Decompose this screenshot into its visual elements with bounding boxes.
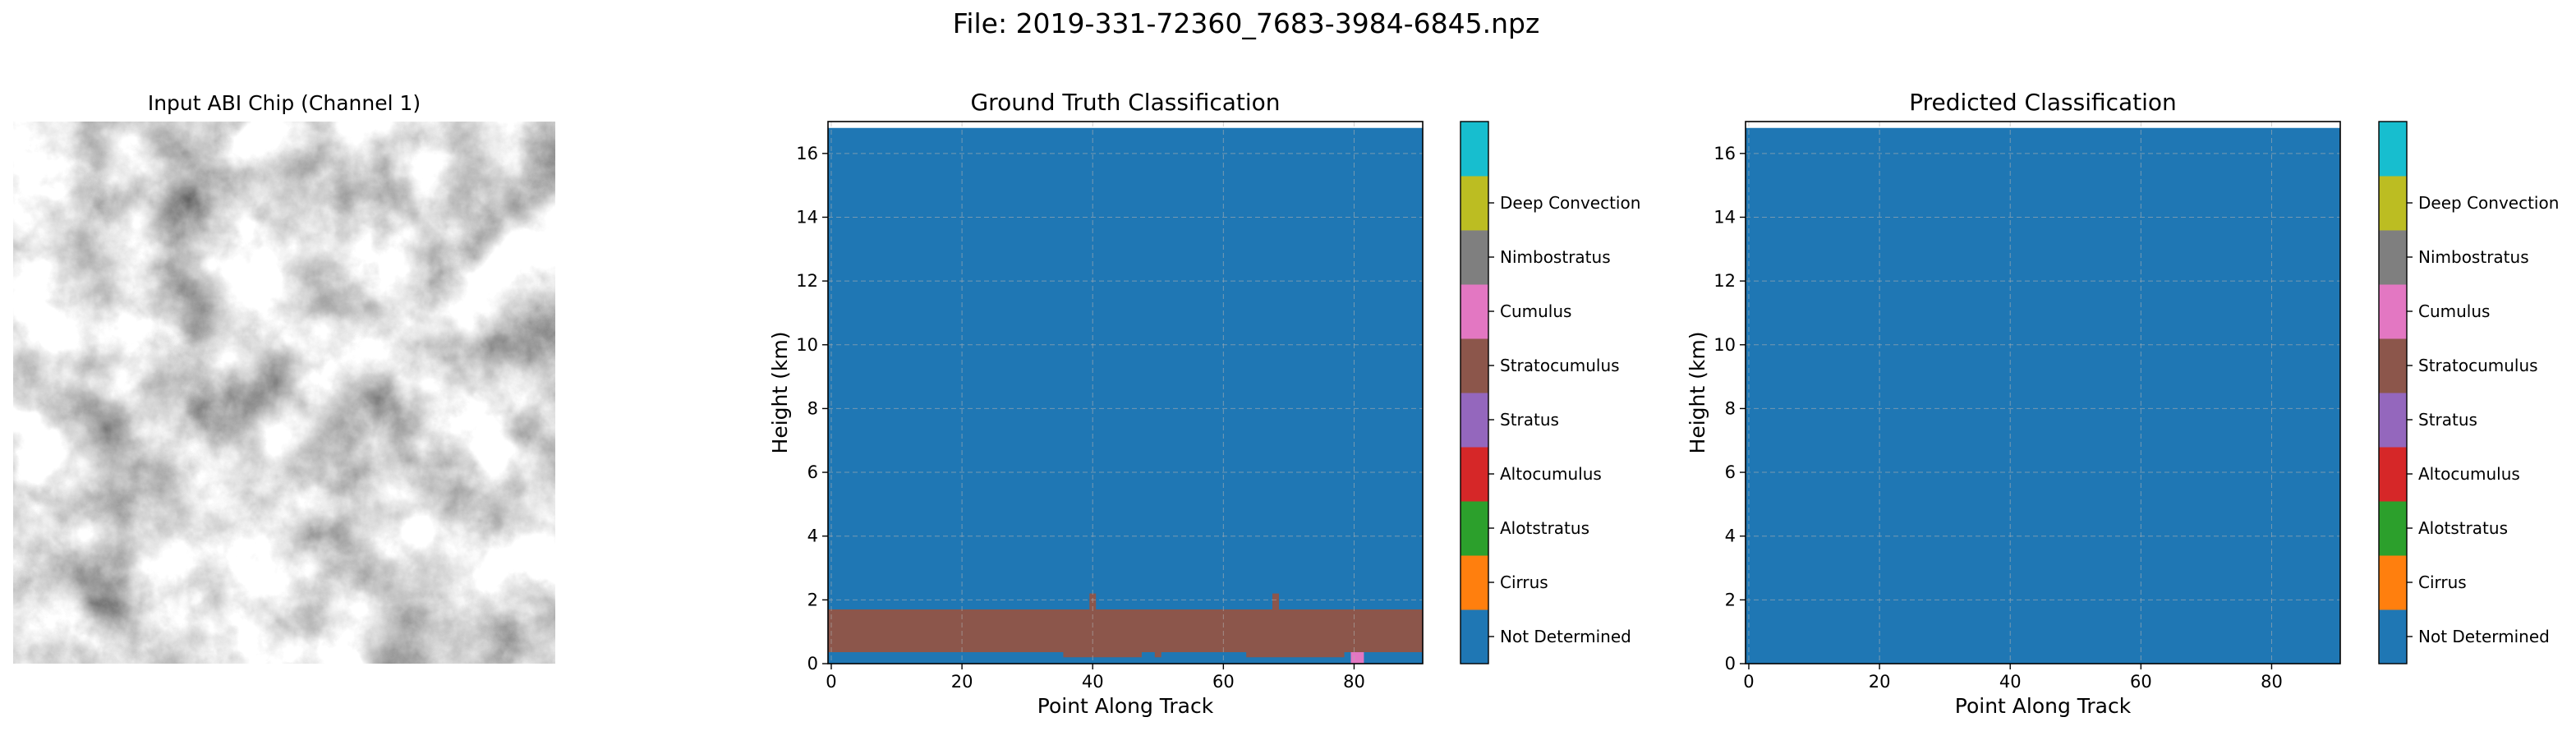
class-region [1246, 652, 1345, 658]
colorbar-swatch [1460, 176, 1488, 231]
predicted-chart: Predicted Classification 0 20 40 60 80 0 2 4 6 8 10… [1686, 89, 2559, 718]
colorbar-label: Alotstratus [1500, 518, 1589, 538]
y-tick-label: 4 [807, 526, 818, 546]
x-tick-label: 0 [1743, 672, 1754, 692]
y-tick-label: 2 [1725, 590, 1736, 609]
x-tick-label: 20 [1869, 672, 1891, 692]
colorbar-label: Not Determined [1500, 627, 1631, 646]
class-region [1154, 652, 1162, 658]
colorbar-label: Stratocumulus [1500, 356, 1620, 375]
colorbar-label: Altocumulus [2418, 464, 2520, 484]
y-tick-label: 16 [1714, 144, 1736, 163]
y-tick-label: 12 [1714, 271, 1736, 291]
y-tick-label: 14 [1714, 207, 1736, 227]
colorbar-swatch [1460, 284, 1488, 339]
class-region [1063, 652, 1142, 658]
colorbar-label: Nimbostratus [1500, 247, 1611, 267]
figure-title: File: 2019-331-72360_7683-3984-6845.npz [953, 7, 1540, 39]
data-background [828, 127, 1423, 664]
abi-chip-image [13, 122, 555, 664]
axes-frame [1745, 121, 2341, 664]
colorbar-label: Deep Convection [2418, 193, 2559, 213]
colorbar-swatch [1460, 338, 1488, 393]
colorbar-swatch [1460, 609, 1488, 664]
y-tick-label: 2 [807, 590, 818, 609]
colorbar-label: Cumulus [1500, 301, 1571, 321]
y-tick-label: 6 [1725, 462, 1736, 482]
y-tick-label: 16 [796, 144, 818, 163]
y-tick-label: 8 [1725, 398, 1736, 418]
axes-frame [827, 121, 1424, 664]
colorbar-swatch [2379, 176, 2407, 231]
image-panel-title: Input ABI Chip (Channel 1) [148, 91, 421, 115]
colorbar-swatch [1460, 501, 1488, 556]
colorbar-label: Cirrus [2418, 572, 2467, 592]
colorbar-frame [1460, 121, 1489, 664]
colorbar-swatch [2379, 501, 2407, 556]
class-region [1272, 593, 1279, 609]
colorbar-label: Alotstratus [2418, 518, 2508, 538]
x-tick-label: 80 [2261, 672, 2283, 692]
colorbar-label: Cirrus [1500, 572, 1548, 592]
colorbar-label: Stratus [1500, 410, 1559, 430]
colorbar-label: Stratus [2418, 410, 2477, 430]
x-axis-label: Point Along Track [1955, 694, 2132, 718]
colorbar-frame [2378, 121, 2408, 664]
y-tick-label: 4 [1725, 526, 1736, 546]
colorbar-swatch [2379, 609, 2407, 664]
colorbar-swatch [1460, 393, 1488, 448]
chart-title: Ground Truth Classification [970, 89, 1280, 116]
colorbar-swatch [1460, 447, 1488, 502]
ground-truth-chart: Ground Truth Classification 0 20 40 60 80 0 2 4 6… [768, 89, 1640, 718]
colorbar-label: Not Determined [2418, 627, 2550, 646]
colorbar-label: Cumulus [2418, 301, 2490, 321]
colorbar-swatch [2379, 284, 2407, 339]
colorbar-swatch [2379, 393, 2407, 448]
colorbar-swatch [2379, 122, 2407, 177]
colorbar-label: Nimbostratus [2418, 247, 2529, 267]
colorbar-swatch [1460, 555, 1488, 610]
y-axis-label: Height (km) [1686, 332, 1709, 454]
colorbar-swatch [1460, 122, 1488, 177]
x-axis-label: Point Along Track [1037, 694, 1214, 718]
colorbar-swatch [2379, 230, 2407, 285]
colorbar-swatch [1460, 230, 1488, 285]
y-tick-label: 10 [1714, 335, 1736, 355]
colorbar-label: Deep Convection [1500, 193, 1640, 213]
x-tick-label: 60 [1212, 672, 1235, 692]
class-region [828, 609, 1423, 653]
x-tick-label: 40 [1082, 672, 1104, 692]
colorbar-label: Stratocumulus [2418, 356, 2538, 375]
y-tick-label: 10 [796, 335, 818, 355]
data-background [1746, 127, 2340, 664]
y-tick-label: 12 [796, 271, 818, 291]
colorbar-swatch [2379, 338, 2407, 393]
class-region [1350, 652, 1364, 664]
x-tick-label: 80 [1343, 672, 1365, 692]
y-tick-label: 0 [807, 654, 818, 674]
colorbar-swatch [2379, 447, 2407, 502]
colorbar-swatch [2379, 555, 2407, 610]
x-tick-label: 60 [2130, 672, 2152, 692]
y-tick-label: 6 [807, 462, 818, 482]
x-tick-label: 20 [951, 672, 973, 692]
y-tick-label: 0 [1725, 654, 1736, 674]
colorbar-label: Altocumulus [1500, 464, 1602, 484]
x-tick-label: 0 [826, 672, 836, 692]
y-tick-label: 8 [807, 398, 818, 418]
chart-title: Predicted Classification [1909, 89, 2177, 116]
y-axis-label: Height (km) [768, 332, 792, 454]
y-tick-label: 14 [796, 207, 818, 227]
x-tick-label: 40 [1999, 672, 2022, 692]
input-image-panel: Input ABI Chip (Channel 1) [13, 91, 555, 664]
